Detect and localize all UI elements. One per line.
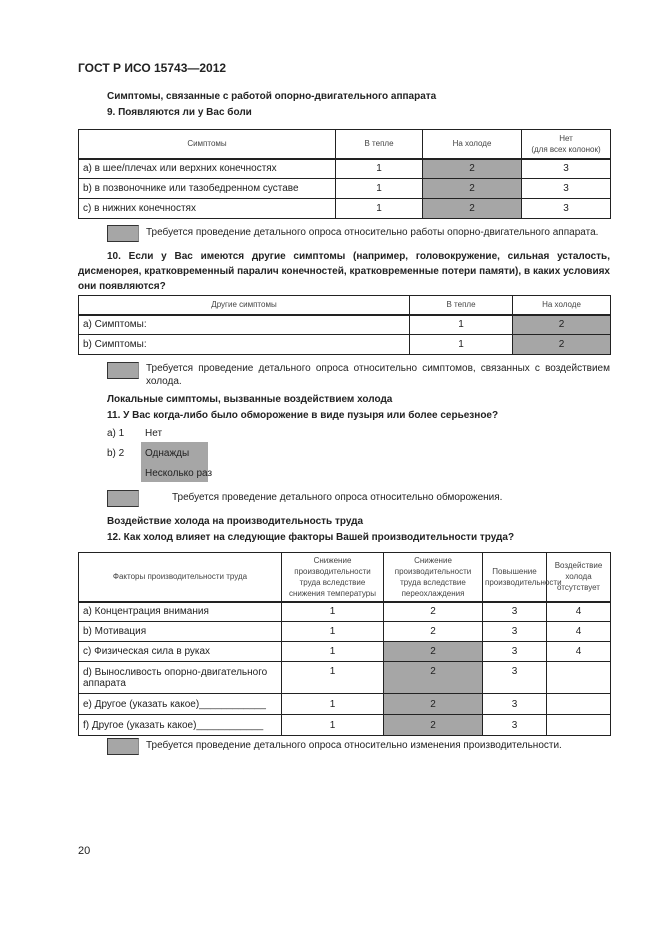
cell: b) в позвоночнике или тазобедренном суст… [78, 178, 336, 199]
legend-text: Требуется проведение детального опроса о… [146, 363, 610, 387]
col-header: На холоде [512, 295, 611, 316]
cell: f) Другое (указать какое)____________ [78, 714, 282, 736]
table-row: d) Выносливость опорно-двигательного апп… [78, 661, 611, 694]
productivity-table: Факторы производительности труда Снижение… [78, 552, 611, 736]
table-row: а) Концентрация внимания 1 2 3 4 [78, 601, 611, 622]
cell: 1 [335, 158, 423, 179]
cell: 3 [482, 621, 547, 642]
page-number: 20 [78, 845, 91, 857]
cell: 3 [482, 693, 547, 715]
cell: с) в нижних конечностях [78, 198, 336, 219]
option-code: а) 1 [107, 428, 125, 439]
cell: 3 [521, 178, 611, 199]
cell [546, 693, 611, 715]
col-header: Снижение производительности труда вследс… [383, 552, 483, 603]
cell [546, 714, 611, 736]
option-label: Несколько раз [145, 468, 213, 479]
col-header: Другие симптомы [78, 295, 410, 316]
table-row: а) Симптомы: 1 2 [78, 314, 611, 335]
cell: 2 [422, 178, 522, 199]
cell: 1 [281, 693, 384, 715]
table-row: с) в нижних конечностях 1 2 3 [78, 198, 611, 219]
option-label: Нет [145, 428, 163, 439]
cell: 2 [383, 661, 483, 694]
option-label: Однажды [145, 448, 190, 459]
cell: 4 [546, 621, 611, 642]
cell: 3 [482, 601, 547, 622]
document-header: ГОСТ Р ИСО 15743—2012 [78, 61, 227, 75]
other-symptoms-table: Другие симптомы В тепле На холоде а) Симпт… [78, 295, 611, 355]
col-header: Повышение производительности [482, 552, 562, 603]
cell: d) Выносливость опорно-двигательного апп… [78, 661, 282, 694]
pain-table: Симптомы В тепле На холоде Нет (для всех кол… [78, 129, 611, 219]
section-heading: Воздействие холода на производительность… [107, 516, 364, 527]
table-row: с) Физическая сила в руках 1 2 3 4 [78, 641, 611, 662]
col-header: Воздействие холода отсутствует [546, 552, 611, 603]
col-header: Нет (для всех колонок) [521, 129, 611, 160]
cell: е) Другое (указать какое)____________ [78, 693, 282, 715]
table-row: а) в шее/плечах или верхних конечностях 1… [78, 158, 611, 179]
col-header: В тепле [335, 129, 423, 160]
cell: b) Мотивация [78, 621, 282, 642]
legend-text: Требуется проведение детального опроса о… [172, 492, 503, 503]
legend-swatch [107, 225, 139, 242]
table-row: f) Другое (указать какое)____________ 1 2 3 [78, 714, 611, 736]
cell: с) Физическая сила в руках [78, 641, 282, 662]
cell: 3 [482, 661, 547, 694]
cell: а) Концентрация внимания [78, 601, 282, 622]
cell: 3 [521, 198, 611, 219]
cell: 1 [409, 314, 513, 335]
cell: 2 [512, 334, 611, 355]
legend-swatch [107, 738, 139, 755]
cell: 1 [281, 621, 384, 642]
col-header: Снижение производительности труда вследс… [281, 552, 384, 603]
question-10: 10. Если у Вас имеются другие симптомы (… [78, 251, 610, 292]
cell: 4 [546, 641, 611, 662]
option-code: b) 2 [107, 448, 125, 459]
cell: 1 [281, 714, 384, 736]
cell: 2 [422, 158, 522, 179]
cell: 3 [521, 158, 611, 179]
section-heading: Симптомы, связанные с работой опорно-дви… [107, 91, 437, 102]
highlight-box [141, 442, 208, 482]
col-header: Факторы производительности труда [78, 552, 282, 603]
cell: 1 [335, 198, 423, 219]
cell: 3 [482, 641, 547, 662]
cell: 2 [383, 621, 483, 642]
cell: b) Симптомы: [78, 334, 410, 355]
legend-text: Требуется проведение детального опроса о… [146, 227, 599, 238]
cell: 1 [409, 334, 513, 355]
legend-text: Требуется проведение детального опроса о… [146, 740, 562, 751]
cell: 2 [383, 641, 483, 662]
cell: 2 [422, 198, 522, 219]
cell: 1 [281, 601, 384, 622]
question-9: 9. Появляются ли у Вас боли [107, 107, 252, 118]
cell: а) в шее/плечах или верхних конечностях [78, 158, 336, 179]
table-row: b) в позвоночнике или тазобедренном суст… [78, 178, 611, 199]
legend-swatch [107, 362, 139, 379]
table-row: b) Мотивация 1 2 3 4 [78, 621, 611, 642]
cell: 1 [335, 178, 423, 199]
cell: 2 [383, 693, 483, 715]
cell: 2 [512, 314, 611, 335]
cell: а) Симптомы: [78, 314, 410, 335]
legend-swatch [107, 490, 139, 507]
question-12: 12. Как холод влияет на следующие фактор… [107, 532, 515, 543]
cell: 4 [546, 601, 611, 622]
col-header: В тепле [409, 295, 513, 316]
cell: 1 [281, 641, 384, 662]
cell: 3 [482, 714, 547, 736]
table-row: е) Другое (указать какое)____________ 1 2 3 [78, 693, 611, 715]
cell: 1 [281, 661, 384, 694]
cell [546, 661, 611, 694]
table-row: b) Симптомы: 1 2 [78, 334, 611, 355]
section-heading: Локальные симптомы, вызванные воздействи… [107, 394, 393, 405]
cell: 2 [383, 601, 483, 622]
col-header: Симптомы [78, 129, 336, 160]
question-11: 11. У Вас когда-либо было обморожение в … [107, 410, 499, 421]
col-header: На холоде [422, 129, 522, 160]
cell: 2 [383, 714, 483, 736]
